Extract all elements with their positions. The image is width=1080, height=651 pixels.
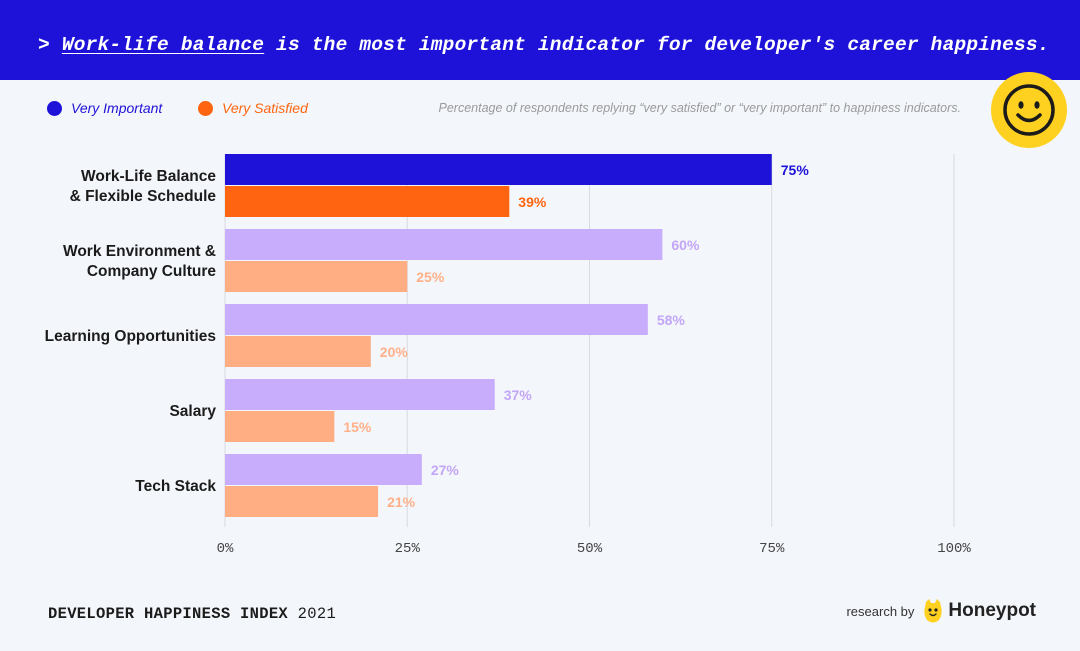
research-by-label: research by [846, 603, 915, 619]
legend-satisfied-label: Very Satisfied [222, 100, 308, 116]
footer-credit: research by Honeypot [846, 598, 1036, 624]
data-label-important: 27% [431, 462, 460, 478]
headline: > Work-life balance is the most importan… [38, 34, 1050, 56]
category-label: Salary [169, 403, 216, 420]
x-tick-label: 100% [937, 541, 971, 557]
smiley-icon [991, 72, 1067, 148]
bar-very-important [225, 154, 772, 185]
footer-year: 2021 [297, 605, 337, 623]
chart-note: Percentage of respondents replying “very… [438, 101, 961, 115]
data-label-satisfied: 39% [518, 194, 547, 210]
legend-very-satisfied: Very Satisfied [198, 100, 308, 116]
footer-index-label: DEVELOPER HAPPINESS INDEX [48, 605, 289, 623]
footer-index: DEVELOPER HAPPINESS INDEX 2021 [48, 605, 336, 623]
category-label: Learning Opportunities [45, 328, 216, 345]
data-label-important: 37% [504, 387, 533, 403]
bar-very-satisfied [225, 261, 408, 292]
headline-prefix: > [38, 34, 50, 56]
category-label: Work-Life Balance [81, 168, 216, 185]
bar-very-important [225, 454, 422, 485]
data-label-satisfied: 21% [387, 494, 416, 510]
bar-very-satisfied [225, 411, 335, 442]
header-banner [0, 0, 1080, 80]
data-label-important: 58% [657, 312, 686, 328]
x-tick-label: 50% [577, 541, 603, 557]
category-label: & Flexible Schedule [70, 188, 217, 205]
data-label-satisfied: 15% [343, 419, 372, 435]
bar-very-important [225, 229, 663, 260]
brand-name: Honeypot [948, 600, 1036, 621]
data-label-important: 75% [781, 162, 810, 178]
bar-very-important [225, 379, 495, 410]
data-label-important: 60% [671, 237, 700, 253]
data-label-satisfied: 25% [416, 269, 445, 285]
bar-very-satisfied [225, 186, 510, 217]
category-label: Company Culture [87, 263, 217, 280]
legend-very-important: Very Important [47, 100, 162, 116]
x-tick-label: 0% [217, 541, 234, 557]
category-label: Work Environment & [63, 243, 216, 260]
bar-very-satisfied [225, 486, 379, 517]
headline-highlight: Work-life balance [61, 34, 265, 56]
legend-dot-satisfied [198, 100, 213, 116]
legend-dot-important [47, 100, 62, 116]
headline-rest: is the most important indicator for deve… [264, 34, 1050, 56]
bar-very-satisfied [225, 336, 371, 367]
x-tick-label: 75% [759, 541, 785, 557]
x-tick-label: 25% [395, 541, 421, 557]
honeypot-logo-icon [924, 599, 943, 623]
bar-very-important [225, 304, 648, 335]
category-label: Tech Stack [135, 478, 216, 495]
legend-important-label: Very Important [71, 100, 163, 116]
data-label-satisfied: 20% [380, 344, 409, 360]
